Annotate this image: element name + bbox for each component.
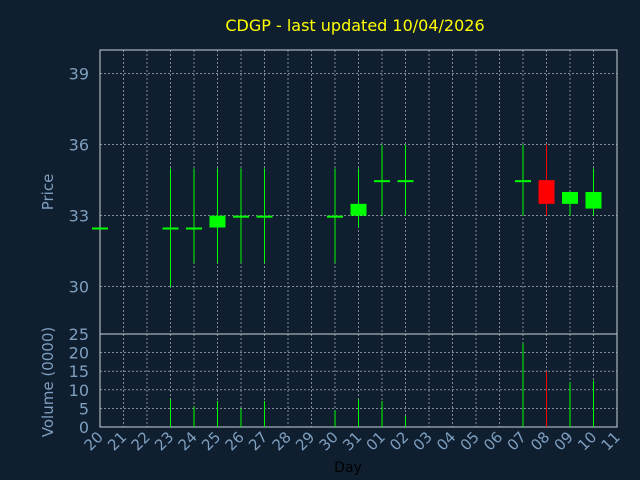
candle-body: [562, 192, 578, 204]
candle-body: [256, 215, 273, 218]
candle-body: [186, 227, 202, 230]
price-axis-label: Price: [39, 174, 57, 211]
candle-body: [585, 192, 602, 209]
candle-body: [209, 215, 226, 228]
candle-body: [162, 227, 179, 230]
x-axis-label: Day: [334, 460, 362, 476]
candle-body: [515, 180, 531, 183]
volume-tick-label: 0: [79, 418, 89, 437]
candle-body: [397, 180, 414, 183]
candle-body: [327, 215, 343, 218]
x-axis: 2021222324252627282930310102030405060708…: [81, 428, 624, 454]
volume-tick-label: 25: [69, 325, 89, 344]
volume-tick-label: 5: [79, 399, 89, 418]
candle-body: [538, 180, 555, 204]
candle-body: [350, 203, 367, 216]
price-tick-label: 33: [69, 207, 89, 226]
candle-body: [374, 180, 390, 183]
volume-tick-label: 15: [69, 362, 89, 381]
volume-tick-label: 20: [69, 344, 89, 363]
candle-body: [92, 227, 108, 230]
price-tick-label: 39: [69, 65, 89, 84]
volume-axis-label: Volume (0000): [39, 327, 57, 437]
price-panel: 30 33 36 39: [69, 49, 618, 335]
chart-title: CDGP - last updated 10/04/2026: [225, 16, 484, 35]
volume-tick-label: 10: [69, 381, 89, 400]
price-tick-label: 36: [69, 136, 89, 155]
price-tick-label: 30: [69, 278, 89, 297]
candle-body: [233, 215, 249, 218]
